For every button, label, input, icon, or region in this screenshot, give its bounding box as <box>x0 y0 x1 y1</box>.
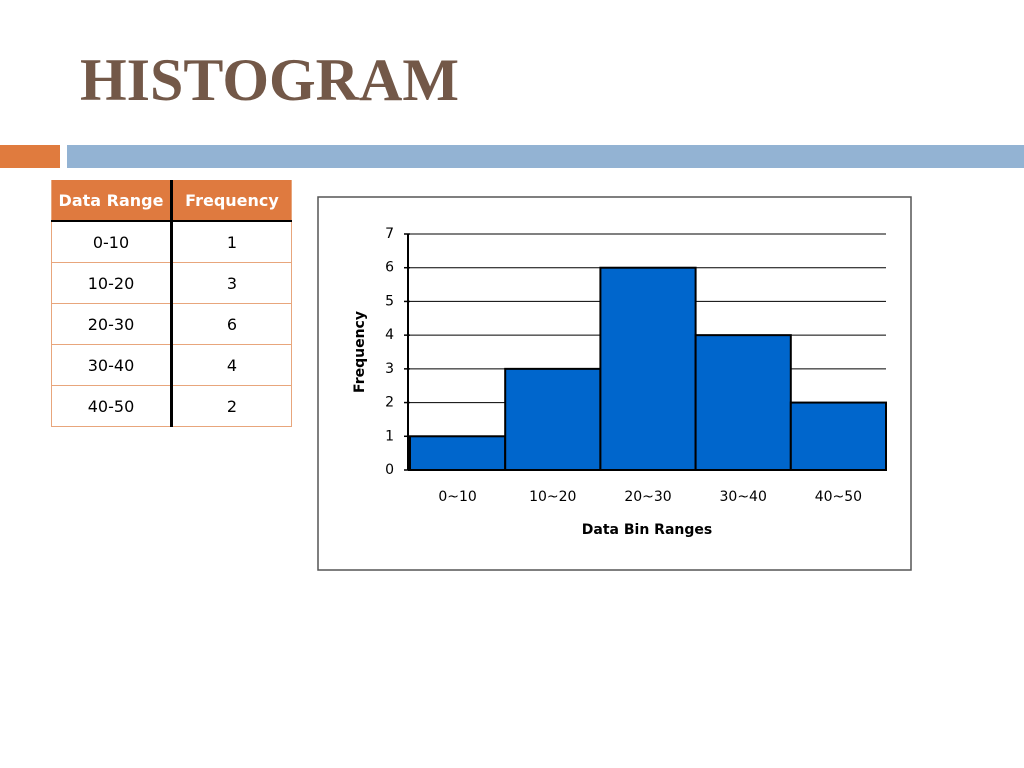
table-row: 20-30 6 <box>51 303 292 345</box>
table-row: 0-10 1 <box>51 221 292 263</box>
table-cell: 6 <box>171 303 292 345</box>
slide-title: HISTOGRAM <box>80 47 459 113</box>
x-tick-label: 20~30 <box>624 489 671 505</box>
y-axis-label: Frequency <box>352 311 368 393</box>
x-tick-label: 30~40 <box>720 489 767 505</box>
bar <box>409 435 507 471</box>
header-cell: Data Range <box>51 180 173 222</box>
x-tick-label: 10~20 <box>529 489 576 505</box>
y-tick-label: 6 <box>385 260 394 276</box>
y-tick-label: 5 <box>385 293 394 309</box>
table-cell: 3 <box>171 262 292 304</box>
y-tick-label: 1 <box>385 428 394 444</box>
table-cell: 0-10 <box>51 221 173 263</box>
x-tick-label: 40~50 <box>815 489 862 505</box>
table-row: 40-50 2 <box>51 385 292 427</box>
x-axis-label: Data Bin Ranges <box>582 522 712 538</box>
data-table: Data Range Frequency 0-10 1 10-20 3 20-30 6 30-4… <box>51 180 292 427</box>
y-tick-label: 2 <box>385 395 394 411</box>
y-tick-label: 3 <box>385 361 394 377</box>
table-cell: 20-30 <box>51 303 173 345</box>
accent-bar <box>0 145 60 168</box>
y-tick-label: 0 <box>385 462 394 478</box>
header-cell: Frequency <box>171 180 292 222</box>
bar <box>504 367 602 472</box>
table-row: 30-40 4 <box>51 344 292 386</box>
table-cell: 1 <box>171 221 292 263</box>
bar <box>599 266 697 472</box>
bar <box>694 334 792 471</box>
table-cell: 2 <box>171 385 292 427</box>
y-tick-label: 7 <box>385 226 394 242</box>
table-cell: 4 <box>171 344 292 386</box>
table-cell: 40-50 <box>51 385 173 427</box>
table-cell: 30-40 <box>51 344 173 386</box>
bar <box>789 401 887 472</box>
accent-bar <box>67 145 1024 168</box>
x-tick-label: 0~10 <box>438 489 476 505</box>
table-cell: 10-20 <box>51 262 173 304</box>
table-row: 10-20 3 <box>51 262 292 304</box>
y-tick-label: 4 <box>385 327 394 343</box>
header-row: Data Range Frequency <box>51 180 292 222</box>
